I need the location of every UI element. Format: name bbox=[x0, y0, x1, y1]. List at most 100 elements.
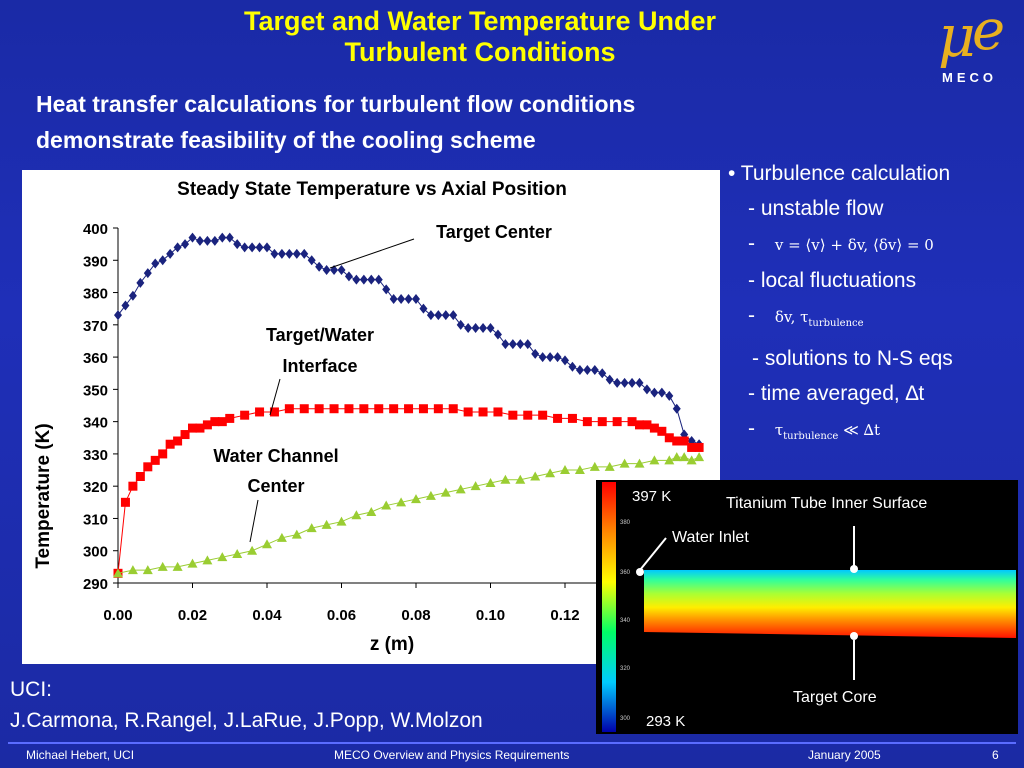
y-axis-label: Temperature (K) bbox=[33, 423, 54, 568]
top-temperature-label: 397 K bbox=[632, 488, 671, 505]
water-channel-point bbox=[425, 490, 436, 500]
target-center-point bbox=[553, 352, 562, 363]
interface-point bbox=[523, 410, 533, 420]
annotation-target-water-line-1: Target/Water bbox=[266, 325, 374, 345]
target-center-point bbox=[307, 255, 316, 266]
inlet-pointer-dot bbox=[636, 568, 644, 576]
target-center-point bbox=[419, 303, 428, 314]
y-tick-label: 340 bbox=[83, 415, 108, 432]
interface-point bbox=[687, 442, 697, 452]
credits-authors: J.Carmona, R.Rangel, J.LaRue, J.Popp, W.… bbox=[10, 709, 483, 732]
interface-point bbox=[672, 436, 682, 446]
color-bar bbox=[602, 482, 616, 732]
bullet-ns-solutions: - solutions to N-S eqs bbox=[752, 347, 953, 370]
water-channel-point bbox=[157, 561, 168, 571]
water-channel-point bbox=[545, 468, 556, 478]
colorbar-tick-320: 320 bbox=[620, 666, 631, 672]
annotation-target-water-line-2: Interface bbox=[282, 356, 357, 376]
target-center-point bbox=[397, 294, 406, 304]
chart-title: Steady State Temperature vs Axial Positi… bbox=[177, 179, 567, 200]
water-channel-point bbox=[336, 516, 347, 526]
y-tick-label: 390 bbox=[83, 253, 108, 270]
surface-pointer-dot bbox=[850, 565, 858, 573]
target-center-point bbox=[367, 274, 376, 285]
interface-point bbox=[448, 404, 458, 414]
x-tick-label: 0.02 bbox=[178, 607, 207, 624]
water-channel-point bbox=[455, 484, 466, 494]
interface-point bbox=[389, 404, 399, 414]
target-center-point bbox=[650, 387, 659, 398]
target-center-point bbox=[456, 319, 465, 330]
slide-title: Target and Water Temperature Under Turbu… bbox=[120, 6, 840, 68]
temperature-chart: Steady State Temperature vs Axial Positi… bbox=[22, 170, 720, 664]
inlet-pointer bbox=[639, 537, 667, 571]
target-core-label: Target Core bbox=[793, 689, 877, 706]
annotation-leader-water-channel bbox=[249, 499, 259, 543]
interface-point bbox=[202, 420, 212, 430]
equation-fluctuation-main: δv, τ bbox=[774, 308, 809, 326]
bottom-temperature-label: 293 K bbox=[646, 713, 685, 730]
interface-point bbox=[359, 404, 369, 414]
water-channel-point bbox=[470, 481, 481, 491]
interface-point bbox=[195, 423, 205, 433]
water-channel-point bbox=[589, 461, 600, 471]
target-center-point bbox=[598, 368, 607, 379]
interface-point bbox=[538, 410, 548, 420]
target-center-point bbox=[195, 235, 204, 246]
interface-point bbox=[649, 423, 659, 433]
target-center-point bbox=[292, 248, 301, 259]
water-channel-point bbox=[686, 455, 697, 465]
y-tick-label: 370 bbox=[83, 318, 108, 335]
target-center-point bbox=[516, 339, 525, 350]
series-line bbox=[117, 237, 700, 445]
interface-point bbox=[128, 481, 138, 491]
interface-point bbox=[679, 436, 689, 446]
interface-point bbox=[374, 404, 384, 414]
water-inlet-label: Water Inlet bbox=[672, 529, 749, 546]
water-channel-point bbox=[411, 494, 421, 504]
x-tick-label: 0.12 bbox=[550, 607, 579, 624]
footer-page-number: 6 bbox=[992, 748, 999, 762]
target-center-point bbox=[583, 365, 592, 375]
interface-point bbox=[210, 417, 220, 427]
target-center-point bbox=[352, 274, 361, 285]
interface-point bbox=[478, 407, 488, 417]
target-center-point bbox=[270, 248, 279, 259]
x-tick-label: 0.10 bbox=[476, 607, 505, 624]
footer-date: January 2005 bbox=[808, 748, 881, 762]
target-center-point bbox=[218, 232, 227, 243]
x-tick-label: 0.08 bbox=[401, 607, 430, 624]
logo-e-glyph: e bbox=[972, 0, 1006, 63]
equation-timescale-main: τ bbox=[774, 421, 784, 439]
target-center-point bbox=[225, 232, 234, 243]
colorbar-tick-340: 340 bbox=[620, 618, 631, 624]
equation-fluctuation: δv, τturbulence bbox=[761, 308, 864, 329]
target-center-point bbox=[657, 387, 666, 398]
target-center-point bbox=[330, 264, 339, 275]
target-center-point bbox=[434, 310, 443, 321]
interface-point bbox=[553, 413, 563, 423]
target-center-point bbox=[523, 339, 532, 350]
slide-subtitle: Heat transfer calculations for turbulent… bbox=[36, 86, 796, 158]
target-center-point bbox=[635, 377, 644, 388]
water-channel-point bbox=[649, 455, 660, 465]
target-center-point bbox=[300, 248, 309, 259]
bullet-turbulence: • Turbulence calculation bbox=[728, 162, 951, 185]
interface-point bbox=[433, 404, 443, 414]
target-center-point bbox=[151, 258, 160, 269]
interface-point bbox=[597, 417, 607, 427]
target-center-point bbox=[404, 294, 413, 304]
target-center-point bbox=[158, 255, 167, 266]
interface-point bbox=[582, 417, 592, 427]
x-tick-label: 0.06 bbox=[327, 607, 356, 624]
interface-point bbox=[188, 423, 197, 433]
target-center-point bbox=[114, 310, 122, 321]
water-channel-point bbox=[172, 561, 183, 571]
target-center-point bbox=[181, 239, 190, 250]
x-axis-label: z (m) bbox=[370, 634, 414, 655]
equation-timescale: τturbulence ≪ ∆t bbox=[761, 421, 880, 442]
footer-talk-title: MECO Overview and Physics Requirements bbox=[334, 748, 570, 762]
interface-point bbox=[158, 449, 168, 459]
subtitle-line-2: demonstrate feasibility of the cooling s… bbox=[36, 127, 536, 153]
bullet-local-fluctuations: - local fluctuations bbox=[748, 269, 917, 292]
